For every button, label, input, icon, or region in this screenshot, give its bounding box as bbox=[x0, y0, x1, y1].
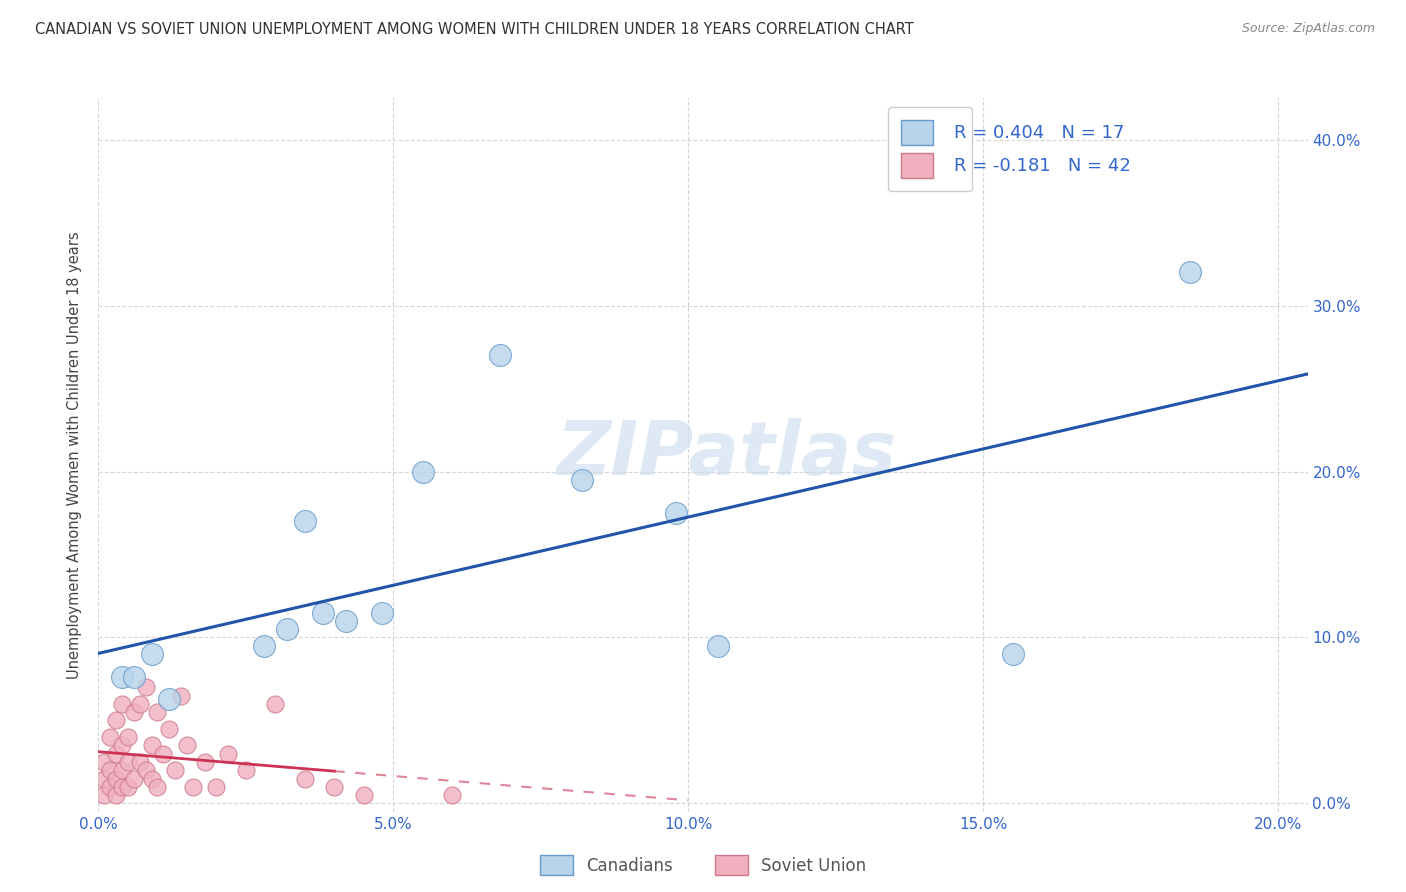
Point bbox=[276, 622, 298, 636]
Point bbox=[141, 739, 163, 753]
Point bbox=[294, 514, 316, 528]
Point bbox=[157, 722, 180, 736]
Point bbox=[335, 614, 357, 628]
Point bbox=[488, 348, 510, 362]
Point bbox=[170, 689, 193, 703]
Point bbox=[157, 691, 180, 706]
Point bbox=[122, 670, 145, 684]
Point bbox=[117, 780, 139, 794]
Point bbox=[111, 697, 134, 711]
Point bbox=[152, 747, 174, 761]
Point bbox=[176, 739, 198, 753]
Point bbox=[122, 772, 145, 786]
Point bbox=[146, 705, 169, 719]
Point bbox=[412, 465, 434, 479]
Point bbox=[146, 780, 169, 794]
Point bbox=[235, 763, 257, 777]
Point bbox=[370, 606, 392, 620]
Point bbox=[111, 739, 134, 753]
Point bbox=[141, 772, 163, 786]
Point bbox=[252, 639, 274, 653]
Point bbox=[98, 780, 121, 794]
Point bbox=[98, 763, 121, 777]
Point bbox=[165, 763, 187, 777]
Point bbox=[217, 747, 239, 761]
Point bbox=[323, 780, 346, 794]
Text: Source: ZipAtlas.com: Source: ZipAtlas.com bbox=[1241, 22, 1375, 36]
Point bbox=[441, 788, 464, 802]
Point bbox=[141, 647, 163, 661]
Point bbox=[194, 755, 217, 769]
Text: CANADIAN VS SOVIET UNION UNEMPLOYMENT AMONG WOMEN WITH CHILDREN UNDER 18 YEARS C: CANADIAN VS SOVIET UNION UNEMPLOYMENT AM… bbox=[35, 22, 914, 37]
Text: R = 0.404   N = 17: R = 0.404 N = 17 bbox=[955, 124, 1125, 143]
Point bbox=[181, 780, 204, 794]
Point bbox=[105, 747, 128, 761]
Point bbox=[98, 730, 121, 744]
Point bbox=[1001, 647, 1024, 661]
Point bbox=[294, 772, 316, 786]
Point bbox=[135, 763, 157, 777]
Point bbox=[111, 670, 134, 684]
Point bbox=[353, 788, 375, 802]
Legend: Canadians, Soviet Union: Canadians, Soviet Union bbox=[533, 848, 873, 882]
Text: ZIPatlas: ZIPatlas bbox=[557, 418, 897, 491]
Point bbox=[311, 606, 333, 620]
Point bbox=[205, 780, 228, 794]
Point bbox=[117, 730, 139, 744]
Point bbox=[706, 639, 728, 653]
Point bbox=[105, 714, 128, 728]
Point bbox=[93, 755, 115, 769]
Point bbox=[122, 705, 145, 719]
Point bbox=[665, 506, 688, 520]
Point bbox=[93, 788, 115, 802]
Point bbox=[264, 697, 287, 711]
Point bbox=[117, 755, 139, 769]
Point bbox=[135, 680, 157, 694]
Point bbox=[128, 697, 150, 711]
Point bbox=[93, 772, 115, 786]
Y-axis label: Unemployment Among Women with Children Under 18 years: Unemployment Among Women with Children U… bbox=[67, 231, 83, 679]
Point bbox=[105, 788, 128, 802]
Text: R = -0.181   N = 42: R = -0.181 N = 42 bbox=[955, 157, 1130, 175]
Point bbox=[105, 772, 128, 786]
Point bbox=[128, 755, 150, 769]
Point bbox=[1178, 265, 1201, 279]
Point bbox=[111, 763, 134, 777]
Point bbox=[571, 473, 593, 487]
Point bbox=[111, 780, 134, 794]
